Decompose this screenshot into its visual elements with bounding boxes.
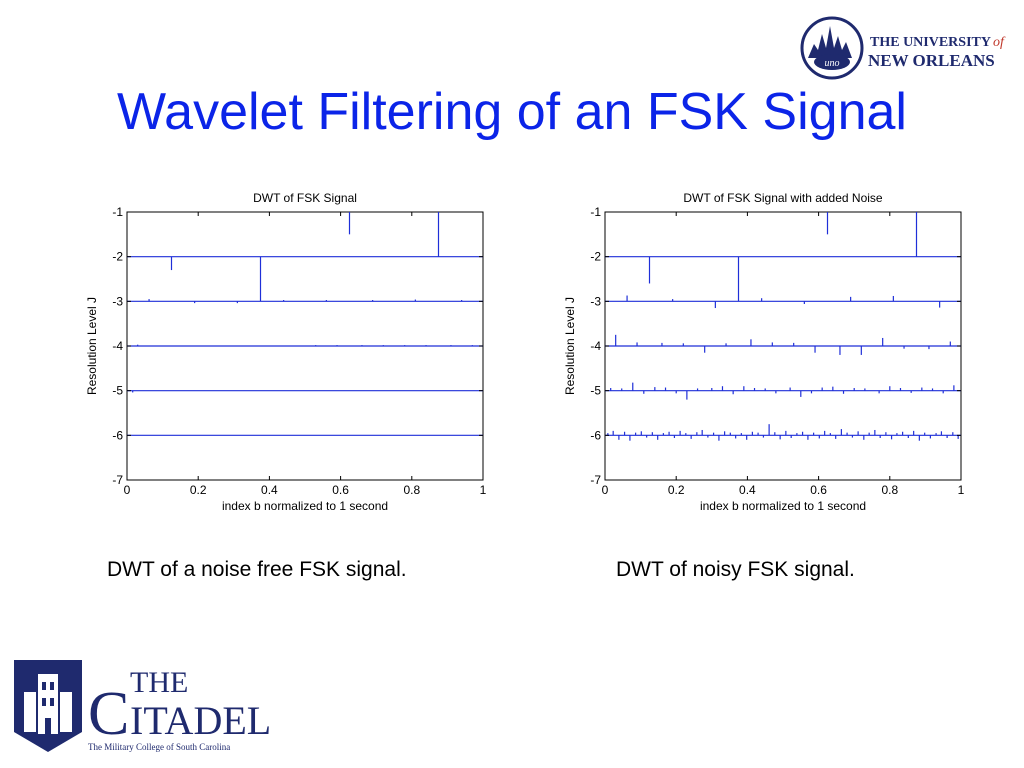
x-tick-label: 0.6 bbox=[810, 483, 827, 497]
citadel-itadel: ITADEL bbox=[130, 698, 271, 743]
uno-line2: NEW ORLEANS bbox=[868, 51, 995, 70]
x-tick-label: 0 bbox=[602, 483, 609, 497]
x-axis-label: index b normalized to 1 second bbox=[222, 499, 388, 513]
x-tick-label: 0.6 bbox=[332, 483, 349, 497]
uno-line1: THE UNIVERSITY bbox=[870, 35, 991, 50]
x-tick-label: 1 bbox=[480, 483, 487, 497]
x-tick-label: 0.2 bbox=[668, 483, 685, 497]
chart-title: DWT of FSK Signal with added Noise bbox=[683, 191, 883, 205]
y-tick-label: -7 bbox=[112, 473, 123, 487]
x-tick-label: 0.4 bbox=[739, 483, 756, 497]
x-tick-label: 0.2 bbox=[190, 483, 207, 497]
y-tick-label: -2 bbox=[112, 250, 123, 264]
citadel-c: C bbox=[88, 680, 129, 748]
y-tick-label: -3 bbox=[590, 294, 601, 308]
y-tick-label: -1 bbox=[112, 205, 123, 219]
x-tick-label: 0 bbox=[124, 483, 131, 497]
chart-title: DWT of FSK Signal bbox=[253, 191, 357, 205]
citadel-the: THE bbox=[130, 666, 188, 699]
x-tick-label: 0.8 bbox=[403, 483, 420, 497]
the-citadel-logo: THE C ITADEL The Military College of Sou… bbox=[14, 660, 271, 752]
x-tick-label: 1 bbox=[958, 483, 965, 497]
y-tick-label: -1 bbox=[590, 205, 601, 219]
caption-noise-free: DWT of a noise free FSK signal. bbox=[107, 558, 407, 581]
x-axis-label: index b normalized to 1 second bbox=[700, 499, 866, 513]
citadel-subtitle: The Military College of South Carolina bbox=[88, 742, 230, 752]
uno-seal-text: uno bbox=[825, 58, 840, 69]
y-tick-label: -7 bbox=[590, 473, 601, 487]
caption-noisy: DWT of noisy FSK signal. bbox=[616, 558, 855, 581]
x-tick-label: 0.4 bbox=[261, 483, 278, 497]
y-tick-label: -4 bbox=[590, 339, 601, 353]
y-tick-label: -3 bbox=[112, 294, 123, 308]
uno-of: of bbox=[993, 35, 1006, 50]
y-tick-label: -4 bbox=[112, 339, 123, 353]
y-tick-label: -6 bbox=[112, 428, 123, 442]
y-axis-label: Resolution Level J bbox=[85, 297, 99, 395]
y-tick-label: -5 bbox=[112, 384, 123, 398]
y-tick-label: -5 bbox=[590, 384, 601, 398]
chart-dwt-noisy: DWT of FSK Signal with added Noise 0 0.2 0.… bbox=[563, 191, 965, 513]
y-tick-label: -6 bbox=[590, 428, 601, 442]
y-axis-label: Resolution Level J bbox=[563, 297, 577, 395]
x-tick-label: 0.8 bbox=[881, 483, 898, 497]
y-tick-label: -2 bbox=[590, 250, 601, 264]
slide-title: Wavelet Filtering of an FSK Signal bbox=[117, 83, 907, 141]
chart-dwt-noise-free: DWT of FSK Signal 0 0.2 0.4 0.6 0.8 1 -1 -2 -3 -4 -… bbox=[85, 191, 487, 513]
university-of-new-orleans-logo: uno THE UNIVERSITY of NEW ORLEANS bbox=[800, 16, 1006, 80]
